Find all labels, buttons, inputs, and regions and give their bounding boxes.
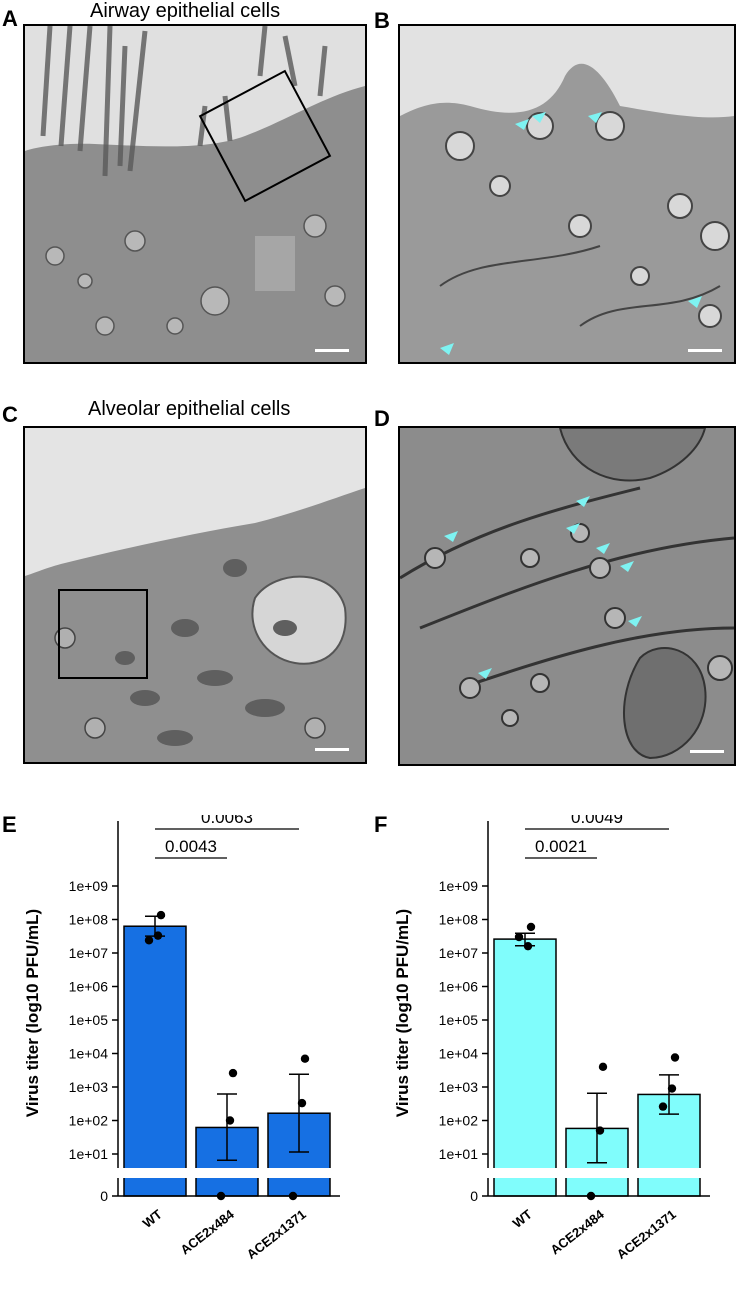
axis-break <box>478 1168 718 1178</box>
y-tick-label: 0 <box>470 1188 478 1204</box>
y-tick-label: 1e+06 <box>69 979 109 995</box>
y-tick-label: 1e+01 <box>439 1146 479 1162</box>
data-point <box>667 1084 677 1093</box>
panel-c-title: Alveolar epithelial cells <box>88 398 291 420</box>
y-tick-label: 1e+05 <box>439 1012 479 1028</box>
y-tick-label: 1e+02 <box>439 1113 479 1129</box>
y-tick-label: 1e+02 <box>69 1113 109 1129</box>
data-point <box>523 941 533 951</box>
y-tick-label: 1e+09 <box>69 878 109 894</box>
p-value-label: 0.0063 <box>201 815 253 827</box>
y-tick-label: 1e+07 <box>439 945 479 961</box>
panel-label-f: F <box>374 812 388 837</box>
x-tick-label: ACE2x484 <box>547 1206 607 1257</box>
bar <box>123 925 187 1197</box>
data-point <box>228 1068 238 1078</box>
chart-e: Virus titer (log10 PFU/mL) 0 1e+01 1e+02 1e+… <box>23 815 348 1262</box>
y-tick-label: 1e+03 <box>439 1079 479 1095</box>
data-point <box>300 1054 310 1063</box>
y-axis-label: Virus titer (log10 PFU/mL) <box>23 909 42 1117</box>
panel-label-d: D <box>374 406 390 431</box>
data-point <box>598 1062 608 1072</box>
data-point <box>297 1098 307 1108</box>
x-tick-label: WT <box>140 1207 165 1231</box>
data-point <box>514 932 524 942</box>
x-tick-label: ACE2x484 <box>177 1206 237 1257</box>
data-point <box>225 1116 235 1125</box>
panel-a-title: Airway epithelial cells <box>90 0 281 22</box>
data-point <box>658 1102 668 1111</box>
axis-break <box>108 1168 348 1178</box>
bar <box>267 1112 331 1197</box>
data-point <box>670 1053 680 1062</box>
panel-label-b: B <box>374 8 390 33</box>
x-tick-label: ACE2x1371 <box>244 1207 309 1262</box>
y-tick-label: 1e+08 <box>69 912 109 928</box>
p-value-label: 0.0049 <box>571 815 623 827</box>
x-tick-label: ACE2x1371 <box>614 1207 679 1262</box>
micrograph-c <box>23 426 367 764</box>
chart-f: Virus titer (log10 PFU/mL) 0 1e+01 1e+02 1e+… <box>393 815 718 1262</box>
panel-label-e: E <box>2 812 17 837</box>
y-tick-label: 1e+09 <box>439 878 479 894</box>
data-point <box>156 910 166 920</box>
data-point <box>595 1126 605 1135</box>
data-point <box>526 922 536 932</box>
micrograph-d <box>398 426 736 766</box>
panel-label-c: C <box>2 402 18 427</box>
data-point <box>153 931 163 940</box>
y-tick-label: 1e+04 <box>439 1046 479 1062</box>
y-tick-label: 1e+08 <box>439 912 479 928</box>
data-point <box>144 936 154 945</box>
y-tick-label: 1e+01 <box>69 1146 109 1162</box>
y-tick-label: 1e+05 <box>69 1012 109 1028</box>
micrograph-a <box>23 24 367 364</box>
y-tick-label: 1e+06 <box>439 979 479 995</box>
y-tick-label: 0 <box>100 1188 108 1204</box>
bar <box>493 938 557 1197</box>
micrograph-b <box>398 24 736 364</box>
y-tick-label: 1e+03 <box>69 1079 109 1095</box>
p-value-label: 0.0043 <box>165 837 217 856</box>
x-tick-label: WT <box>510 1207 535 1231</box>
y-tick-label: 1e+04 <box>69 1046 109 1062</box>
p-value-label: 0.0021 <box>535 837 587 856</box>
panel-label-a: A <box>2 6 18 31</box>
y-axis-label: Virus titer (log10 PFU/mL) <box>393 909 412 1117</box>
y-tick-label: 1e+07 <box>69 945 109 961</box>
